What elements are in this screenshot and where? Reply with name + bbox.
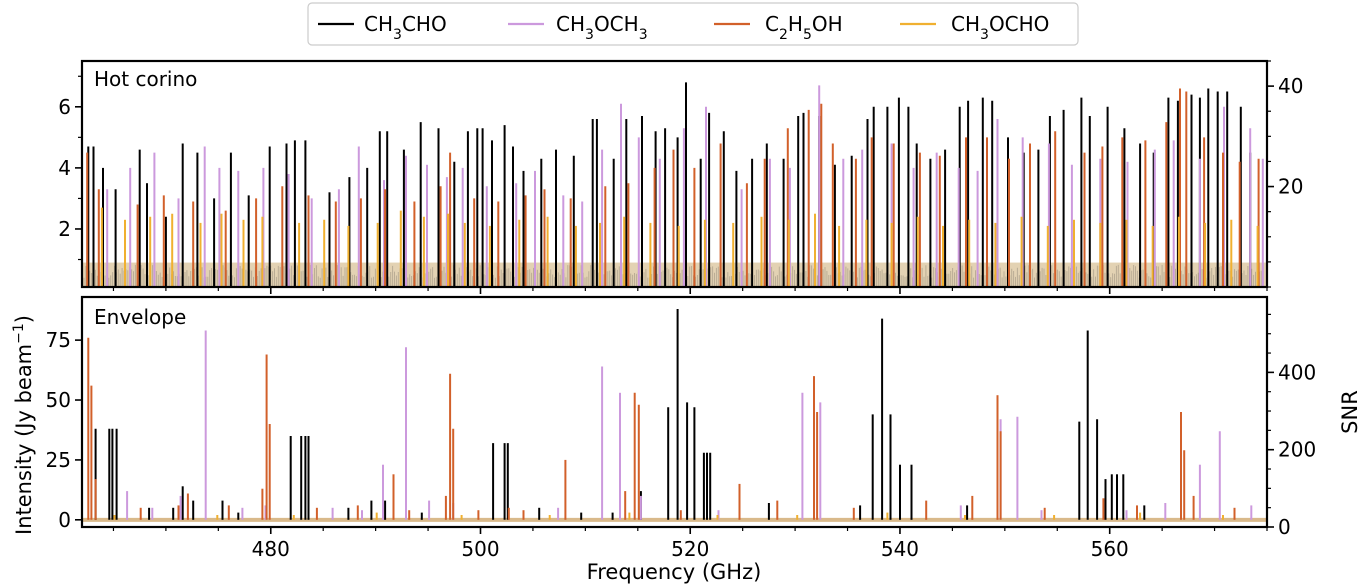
panel-hot-corino: 2 4 6 20 40 Hot corino <box>58 59 1303 294</box>
hot-corino-ytick-label-2: 2 <box>58 217 71 241</box>
envelope-y2tick-label-200: 200 <box>1278 438 1316 462</box>
legend-label-ch3och3: CH3OCH3 <box>556 12 648 43</box>
legend-item-2: C2H5OH <box>714 12 843 43</box>
envelope-ytick-label-25: 25 <box>46 448 71 472</box>
envelope-xtick-label-560: 560 <box>1091 537 1129 561</box>
envelope-series-ch3cho <box>94 309 1146 520</box>
envelope-y2tick-label-400: 400 <box>1278 360 1316 384</box>
envelope-xtick-label-540: 540 <box>881 537 919 561</box>
envelope-ytick-label-50: 50 <box>46 388 71 412</box>
panel-hot-corino-frame <box>80 59 1269 289</box>
envelope-xtick-label-500: 500 <box>461 537 499 561</box>
envelope-y2tick-label-0: 0 <box>1278 515 1291 539</box>
panel-envelope: 480 500 520 540 560 0 25 50 75 0 200 400 Envelope <box>46 295 1316 561</box>
legend-item-1: CH3OCH3 <box>508 12 648 43</box>
x-axis-label: Frequency (GHz) <box>587 560 762 584</box>
legend-frame <box>307 2 1079 46</box>
hot-corino-series-ch3ocho <box>100 207 1259 286</box>
hot-corino-series-c2h5oh <box>86 88 1260 286</box>
hot-corino-series-ch3cho <box>87 82 1252 286</box>
envelope-series-ch3ocho <box>113 512 1224 520</box>
legend-label-ch3ocho: CH3OCHO <box>951 12 1049 43</box>
panel-hot-corino-ticks: 2 4 6 20 40 <box>58 60 1303 294</box>
panel-label-hot-corino: Hot corino <box>94 67 197 91</box>
envelope-ytick-label-0: 0 <box>58 508 71 532</box>
hot-corino-ytick-label-6: 6 <box>58 95 71 119</box>
legend: CH3CHO CH3OCH3 C2H5OH CH3OCHO <box>307 2 1079 46</box>
y-axis-label: Intensity (Jy beam−1) <box>11 315 36 535</box>
hot-corino-y2tick-label-20: 20 <box>1278 175 1303 199</box>
hot-corino-series-ch3och3 <box>106 85 1264 286</box>
hot-corino-y2tick-label-40: 40 <box>1278 74 1303 98</box>
panel-envelope-frame <box>80 295 1269 529</box>
envelope-xtick-label-480: 480 <box>252 537 290 561</box>
legend-item-0: CH3CHO <box>318 12 447 43</box>
panel-envelope-ticks: 480 500 520 540 560 0 25 50 75 0 200 400 <box>46 313 1316 561</box>
envelope-xtick-label-520: 520 <box>671 537 709 561</box>
legend-item-3: CH3OCHO <box>900 12 1049 43</box>
envelope-series-c2h5oh <box>87 337 1236 520</box>
legend-label-c2h5oh: C2H5OH <box>765 12 843 43</box>
panel-hot-corino-plot-area <box>83 82 1266 286</box>
hot-corino-ytick-label-4: 4 <box>58 156 71 180</box>
legend-label-ch3cho: CH3CHO <box>364 12 447 43</box>
envelope-series-ch3och3 <box>126 330 1253 520</box>
panel-envelope-plot-area <box>83 309 1266 522</box>
panel-label-envelope: Envelope <box>94 305 186 329</box>
envelope-ytick-label-75: 75 <box>46 328 71 352</box>
y2-axis-label: SNR <box>1338 390 1362 434</box>
